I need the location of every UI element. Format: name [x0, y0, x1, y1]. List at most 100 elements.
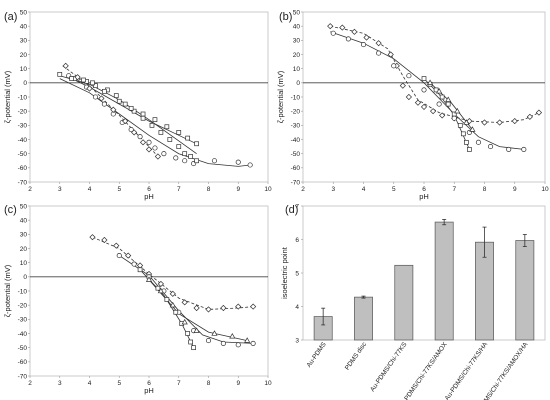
y-tick-label: -40 [291, 137, 301, 144]
point-square [182, 151, 188, 157]
x-tick-label: 5 [392, 186, 396, 193]
x-tick-label: 9 [513, 186, 517, 193]
point-diamond [205, 306, 212, 313]
y-axis-label: ζ-potential (mV) [276, 70, 285, 123]
point-diamond [181, 299, 188, 306]
fit-line-square [59, 75, 197, 155]
point-square [122, 101, 128, 107]
point-diamond [101, 236, 108, 244]
point-circle [235, 342, 241, 348]
y-tick-label: -30 [18, 317, 28, 324]
point-square [90, 80, 95, 86]
point-diamond [145, 146, 153, 153]
panel-c: (c) 50 40 30 20 10 0 -10 -20 -30 -40 -50 -60 -702 3 4 5… [3, 203, 272, 395]
point-circle [360, 42, 367, 48]
point-circle [250, 340, 256, 346]
y-tick-label: 10 [20, 260, 28, 267]
x-tick-label: 9 [236, 186, 240, 193]
x-tick-label: 4 [88, 186, 92, 193]
y-tick-label: 4 [295, 304, 299, 311]
point-circle [436, 101, 442, 107]
point-square [188, 339, 193, 345]
fit-line-circle [119, 255, 254, 344]
point-circle [451, 115, 457, 121]
point-circle [391, 63, 397, 69]
point-diamond [339, 24, 346, 31]
panel-b: (b) 50 40 30 20 10 0 -10 -20 -30 -40 -50 -60 -702 3 4 5… [276, 9, 549, 201]
point-diamond [193, 304, 200, 312]
y-tick-label: -70 [18, 179, 28, 186]
point-diamond [131, 129, 138, 136]
y-tick-label: -10 [291, 94, 301, 101]
point-circle [137, 134, 143, 140]
point-square [69, 76, 75, 81]
category-label: Au-PDMS [305, 341, 328, 369]
point-square [445, 101, 451, 107]
point-circle [173, 155, 179, 161]
y-tick-label: -50 [291, 151, 301, 158]
point-square [451, 111, 457, 117]
y-tick-label: 20 [293, 52, 301, 59]
point-circle [146, 139, 152, 145]
point-diamond [420, 103, 428, 111]
y-tick-label: 50 [20, 9, 28, 16]
y-tick-label: -30 [18, 123, 28, 130]
point-square [439, 94, 445, 100]
plot-frame [29, 205, 269, 377]
x-tick-label: 5 [117, 380, 121, 387]
y-tick-label: 30 [20, 232, 28, 239]
point-diamond [439, 112, 446, 119]
x-tick-label: 8 [207, 380, 211, 387]
x-tick-label: 7 [177, 380, 181, 387]
y-tick-label: -20 [291, 108, 301, 115]
point-triangle [463, 119, 470, 125]
plot-frame [302, 205, 546, 341]
point-square [457, 122, 463, 128]
point-diamond [235, 303, 242, 310]
y-tick-label: 5 [295, 270, 299, 277]
point-diamond [169, 290, 176, 297]
point-square [164, 124, 170, 130]
point-circle [330, 30, 336, 36]
point-circle [220, 340, 226, 346]
x-tick-label: 3 [58, 380, 62, 387]
fit-line-diamond [62, 65, 159, 157]
point-circle [205, 338, 212, 344]
y-tick-label: 30 [20, 38, 28, 45]
y-tick-label: 0 [296, 80, 300, 87]
point-square [467, 147, 472, 152]
y-tick-label: 10 [20, 66, 28, 73]
point-diamond [220, 304, 227, 312]
point-triangle [469, 126, 476, 132]
panel-d: (d) 3 4 5 6 7 isoelectric point Au-PDMS PDMS di… [280, 203, 546, 400]
y-tick-label: 40 [20, 217, 28, 224]
point-triangle [445, 96, 452, 102]
x-axis-label: pH [144, 192, 154, 201]
x-tick-label: 6 [422, 186, 426, 193]
point-square [421, 76, 427, 81]
point-diamond [399, 82, 406, 89]
point-diamond [363, 34, 370, 41]
y-tick-label: 0 [23, 274, 27, 281]
point-square [164, 297, 170, 302]
point-diamond [122, 117, 129, 125]
x-tick-label: 2 [301, 186, 305, 193]
point-circle [101, 101, 107, 107]
point-circle [345, 36, 351, 42]
y-tick-label: 40 [293, 23, 301, 30]
point-circle [128, 127, 134, 133]
y-tick-label: 20 [20, 246, 28, 253]
point-square [173, 309, 179, 315]
point-triangle [145, 276, 153, 282]
x-tick-label: 2 [28, 380, 32, 387]
y-tick-label: 6 [295, 237, 299, 244]
point-diamond [110, 106, 117, 113]
x-axis-label: pH [144, 386, 154, 395]
y-tick-label: -10 [18, 94, 28, 101]
panel-a: (a) 50 40 30 20 10 0 -10 -20 -30 -40 -50 -60 -702 3 4 5… [3, 9, 272, 201]
bar [434, 221, 454, 341]
point-square [158, 130, 164, 135]
point-diamond [154, 153, 162, 160]
y-tick-label: -60 [291, 165, 301, 172]
y-tick-label: 0 [23, 80, 27, 87]
